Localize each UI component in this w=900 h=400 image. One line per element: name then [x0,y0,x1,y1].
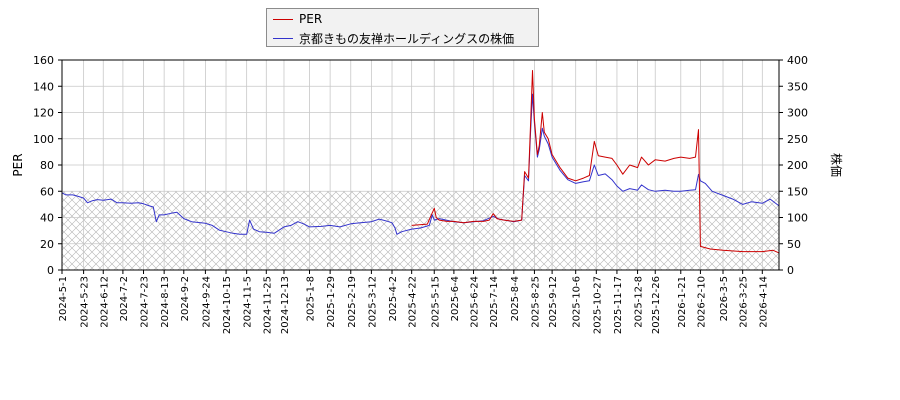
x-tick-label: 2025-7-14 [489,276,500,328]
series-layer [61,70,780,254]
x-tick-label: 2024-12-13 [280,276,291,334]
y-tick-label-right: 400 [787,54,808,67]
legend-label-stock-price: 京都きもの友禅ホールディングスの株価 [299,31,515,46]
x-tick-label: 2025-1-29 [326,276,337,328]
legend-swatch-per [273,18,293,20]
y-tick-label-left: 40 [40,212,54,225]
y-tick-label-right: 100 [787,212,808,225]
x-tick-label: 2025-1-8 [306,276,317,321]
x-tick-label: 2024-9-24 [201,276,212,328]
x-tick-label: 2025-10-6 [572,276,583,328]
x-tick-label: 2026-3-5 [719,276,730,321]
hatched-band [62,191,779,270]
x-tick-label: 2024-9-2 [180,276,191,321]
x-tick-label: 2025-6-24 [470,276,481,328]
x-tick-label: 2024-8-13 [160,276,171,328]
x-tick-label: 2024-11-5 [243,276,254,328]
y-tick-label-left: 0 [47,264,54,277]
y-tick-label-right: 150 [787,185,808,198]
x-tick-label: 2025-11-17 [613,276,624,334]
x-tick-label: 2025-5-15 [430,276,441,328]
y-tick-label-left: 140 [33,80,54,93]
x-tick-label: 2026-3-25 [739,276,750,328]
y-tick-label-right: 200 [787,159,808,172]
y-axis-label-right: 株価 [829,153,844,177]
x-tick-label: 2025-2-19 [347,276,358,328]
x-tick-label: 2024-5-23 [80,276,91,328]
y-tick-label-left: 60 [40,185,54,198]
legend-swatch-stock-price [273,37,293,39]
x-tick-label: 2024-11-25 [262,276,273,334]
x-tick-label: 2025-10-27 [592,276,603,334]
x-tick-label: 2026-4-14 [758,276,769,328]
y-tick-label-left: 100 [33,133,54,146]
y-tick-label-left: 120 [33,107,54,120]
legend-item-stock-price: 京都きもの友禅ホールディングスの株価 [273,29,514,47]
y-tick-label-right: 300 [787,107,808,120]
x-tick-label: 2024-7-23 [140,276,151,328]
x-tick-label: 2025-12-8 [634,276,645,328]
y-tick-label-right: 0 [787,264,794,277]
x-tick-label: 2026-1-21 [677,276,688,328]
x-tick-label: 2024-7-2 [119,276,130,321]
y-tick-label-right: 50 [787,238,801,251]
x-tick-label: 2025-4-2 [388,276,399,321]
x-tick-label: 2024-6-12 [99,276,110,328]
legend: PER 京都きもの友禅ホールディングスの株価 [266,8,539,47]
axes: 0 20 40 60 80 100 120 140 160 0 50 100 150 200 250 300 3… [33,54,808,334]
x-tick-label: 2025-8-25 [530,276,541,328]
y-tick-label-left: 160 [33,54,54,67]
x-tick-label: 2025-9-12 [548,276,559,328]
y-tick-label-left: 80 [40,159,54,172]
hatched-region [62,191,779,270]
x-tick-label: 2024-10-15 [222,276,233,334]
series-line-per [411,70,780,254]
x-tick-label: 2024-5-1 [58,276,69,321]
x-tick-label: 2025-12-26 [651,276,662,334]
legend-label-per: PER [299,12,323,26]
x-tick-label: 2026-2-10 [696,276,707,328]
x-tick-label: 2025-4-22 [408,276,419,328]
series-line-stock-price [61,93,780,235]
y-axis-label-left: PER [11,153,25,176]
y-tick-label-right: 250 [787,133,808,146]
x-tick-label: 2025-6-4 [450,276,461,321]
x-tick-label: 2025-3-12 [367,276,378,328]
legend-item-per: PER [273,10,322,28]
y-tick-label-right: 350 [787,80,808,93]
x-tick-label: 2025-8-4 [510,276,521,321]
y-tick-label-left: 20 [40,238,54,251]
